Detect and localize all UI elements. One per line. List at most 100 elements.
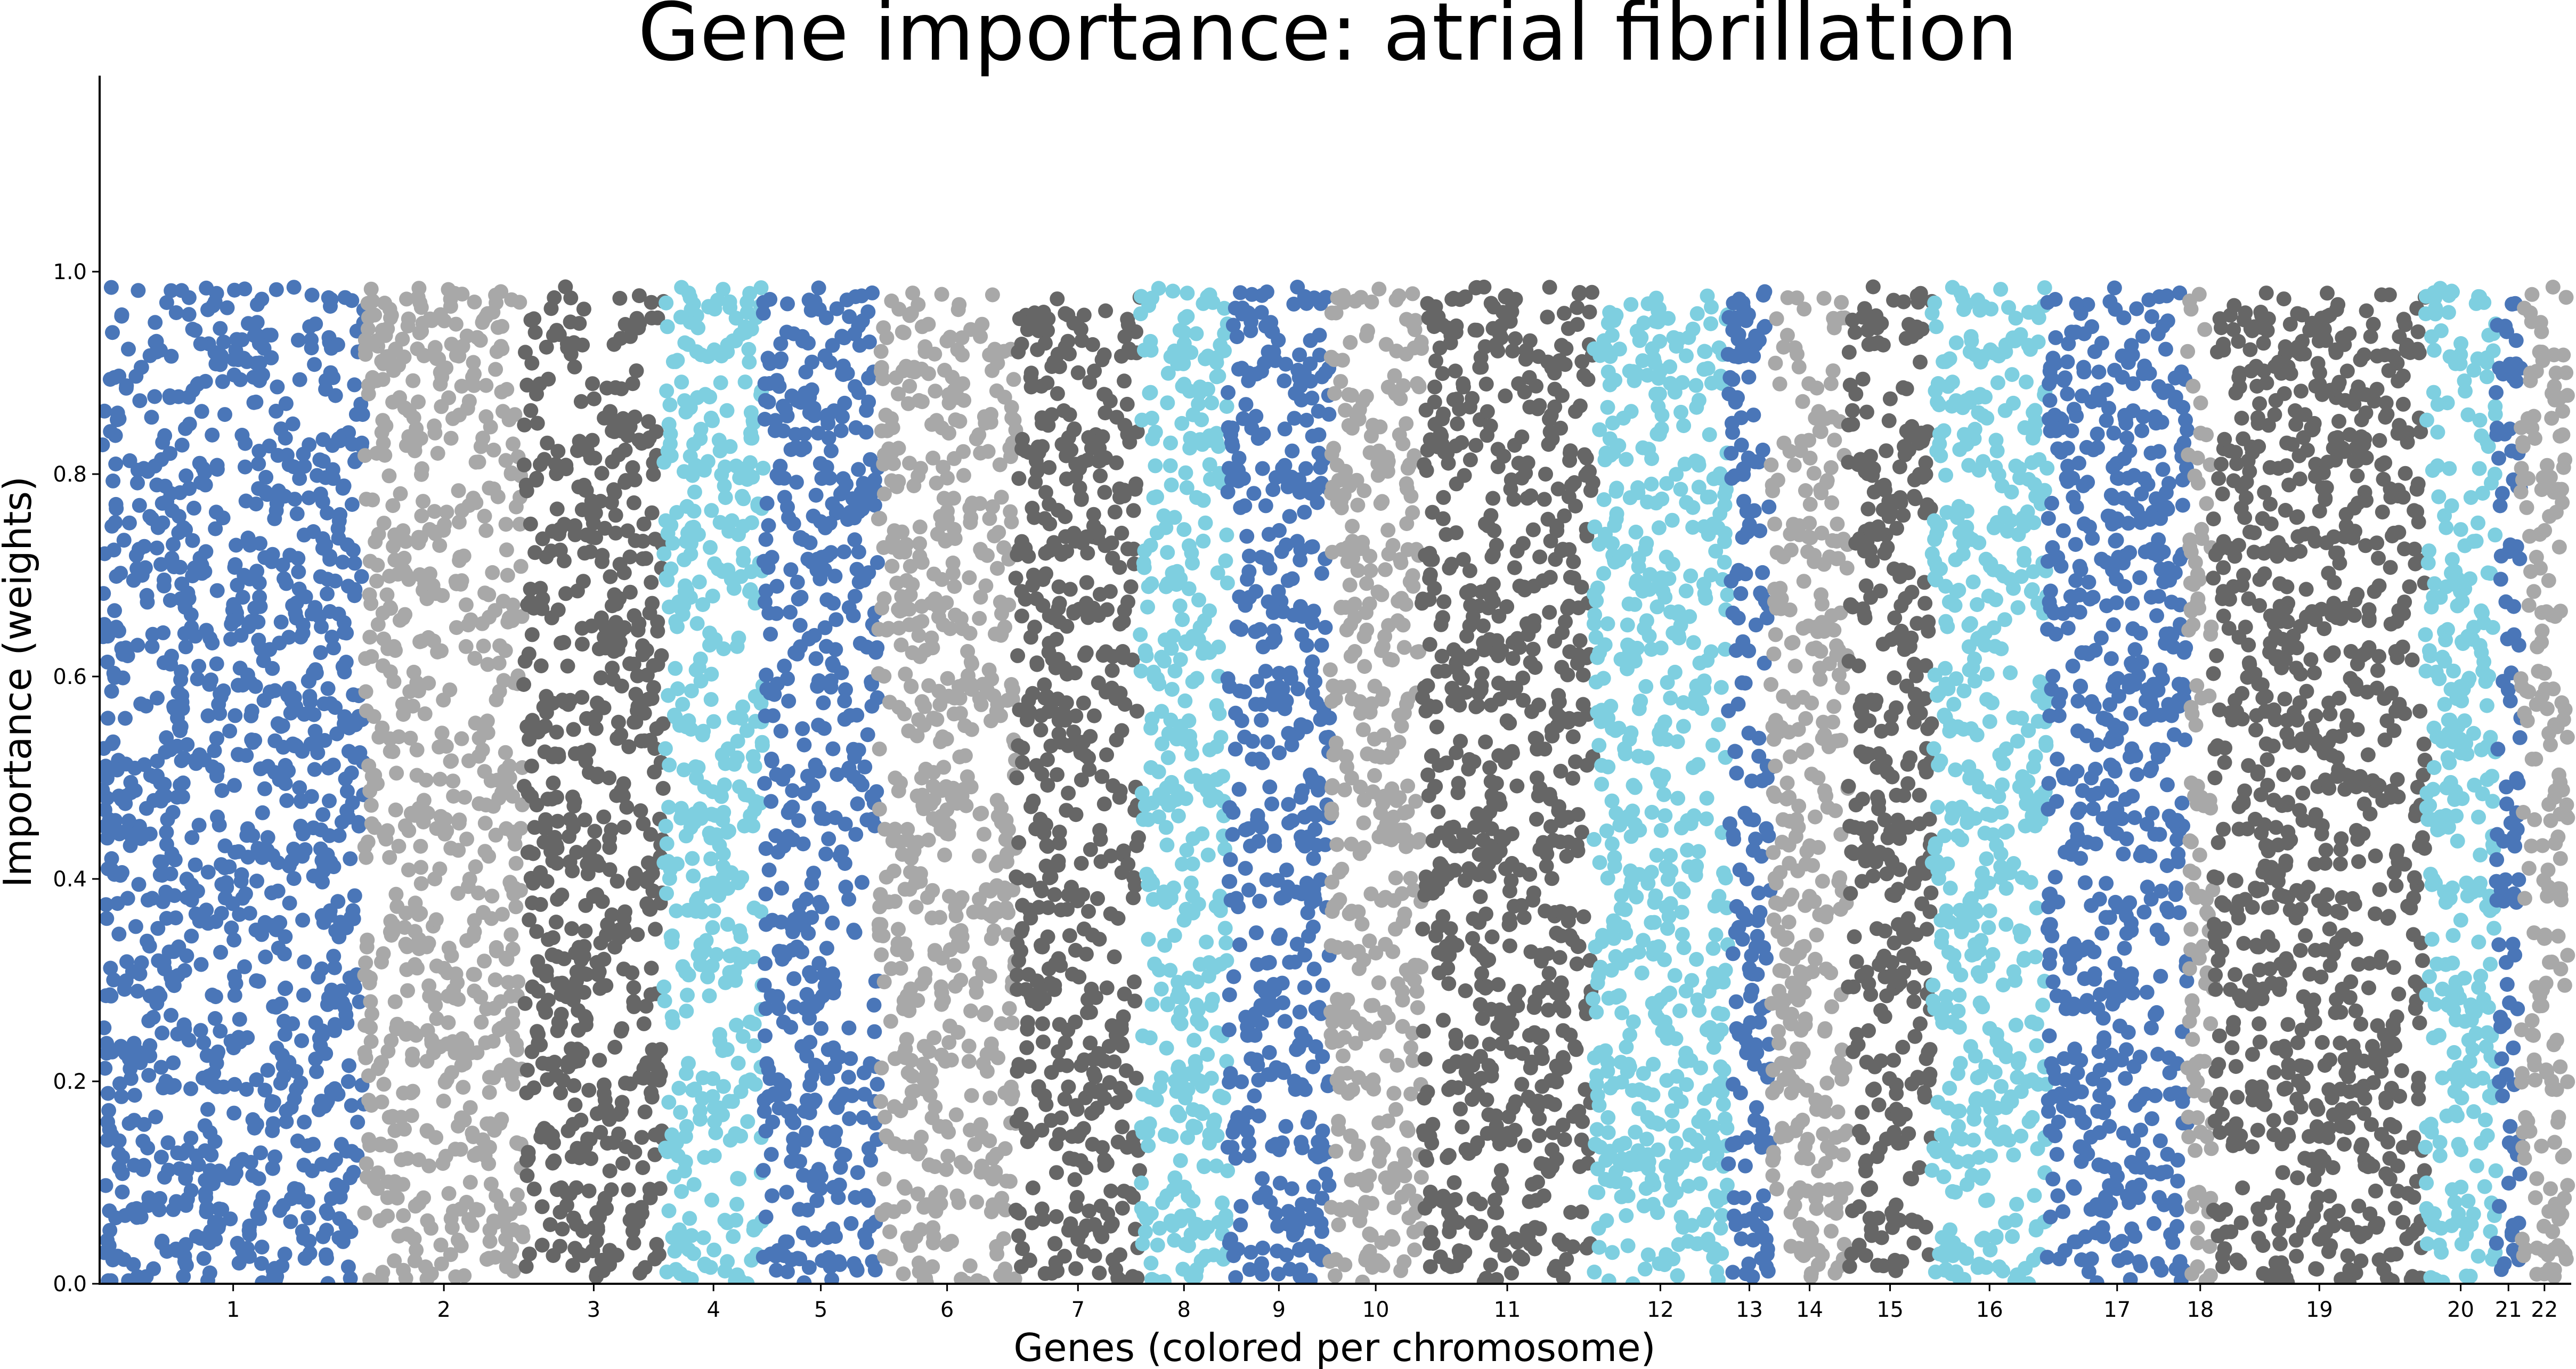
gene-point (1014, 337, 1029, 352)
gene-point (343, 1270, 358, 1284)
gene-point (868, 645, 883, 660)
gene-point (989, 703, 1004, 719)
gene-point (622, 549, 638, 565)
gene-point (153, 1060, 169, 1075)
gene-point (598, 978, 614, 993)
gene-point (828, 612, 844, 628)
gene-point (602, 770, 617, 786)
gene-point (525, 875, 541, 891)
gene-point (927, 943, 942, 958)
gene-point (377, 296, 392, 311)
gene-point (941, 1035, 957, 1050)
gene-point (324, 982, 339, 998)
gene-point (1179, 843, 1194, 858)
gene-point (1034, 1122, 1050, 1138)
gene-point (194, 404, 209, 419)
gene-point (726, 581, 742, 596)
gene-point (826, 1180, 841, 1195)
gene-point (1095, 648, 1111, 663)
gene-point (369, 446, 384, 461)
gene-point (164, 283, 179, 298)
chromosome-2-points (357, 281, 531, 1284)
gene-point (176, 520, 191, 535)
gene-point (453, 1142, 468, 1157)
gene-point (929, 712, 945, 727)
gene-point (420, 1213, 435, 1228)
gene-point (773, 336, 789, 352)
gene-point (973, 697, 989, 712)
gene-point (164, 551, 180, 566)
gene-point (896, 1266, 911, 1282)
gene-point (346, 1164, 361, 1180)
gene-point (517, 654, 533, 669)
gene-point (337, 709, 352, 724)
gene-point (1139, 1211, 1154, 1226)
gene-point (193, 1023, 208, 1038)
gene-point (744, 515, 759, 531)
gene-point (837, 395, 852, 411)
gene-point (328, 573, 343, 589)
chromosome-3-points (516, 279, 671, 1284)
gene-point (401, 311, 416, 327)
gene-point (200, 302, 216, 317)
gene-point (1072, 480, 1087, 495)
gene-point (867, 472, 882, 488)
gene-point (583, 1151, 598, 1167)
gene-point (884, 558, 900, 574)
gene-point (320, 586, 335, 601)
gene-point (703, 540, 718, 555)
gene-point (848, 420, 864, 435)
gene-point (572, 316, 587, 331)
gene-point (543, 543, 559, 559)
gene-point (335, 555, 351, 570)
gene-point (1052, 835, 1067, 851)
gene-point (273, 614, 289, 630)
gene-point (635, 1160, 651, 1175)
gene-point (459, 832, 474, 847)
gene-point (708, 808, 723, 823)
gene-point (370, 1181, 385, 1196)
gene-point (465, 1218, 480, 1233)
gene-point (180, 1142, 195, 1158)
gene-point (1167, 928, 1182, 943)
gene-point (603, 569, 618, 584)
gene-point (1181, 538, 1197, 553)
gene-point (322, 551, 338, 567)
gene-point (421, 675, 436, 691)
gene-point (712, 1027, 727, 1042)
gene-point (665, 928, 680, 943)
gene-point (255, 1189, 271, 1205)
gene-point (849, 561, 865, 577)
gene-point (237, 959, 252, 974)
gene-point (260, 1063, 275, 1078)
gene-point (835, 471, 851, 486)
gene-point (140, 1140, 156, 1156)
gene-point (166, 700, 182, 716)
gene-point (776, 1014, 791, 1030)
gene-point (1160, 545, 1175, 560)
gene-point (940, 503, 955, 519)
gene-point (626, 1235, 641, 1251)
gene-point (293, 629, 308, 645)
gene-point (644, 295, 659, 310)
gene-point (1014, 584, 1029, 599)
gene-point (158, 744, 173, 760)
gene-point (1051, 713, 1067, 728)
gene-point (1198, 351, 1213, 366)
gene-point (482, 1139, 497, 1155)
gene-point (480, 657, 495, 672)
gene-point (596, 1197, 612, 1212)
gene-point (833, 423, 849, 438)
gene-point (664, 1009, 680, 1024)
gene-point (498, 643, 513, 658)
gene-point (644, 1089, 660, 1105)
gene-point (421, 1158, 437, 1174)
gene-point (482, 1234, 498, 1249)
gene-point (183, 1081, 199, 1096)
gene-point (391, 838, 407, 854)
gene-point (600, 1136, 615, 1151)
gene-point (304, 288, 320, 303)
gene-point (148, 1109, 164, 1124)
gene-point (822, 355, 838, 370)
gene-point (1115, 1119, 1130, 1135)
